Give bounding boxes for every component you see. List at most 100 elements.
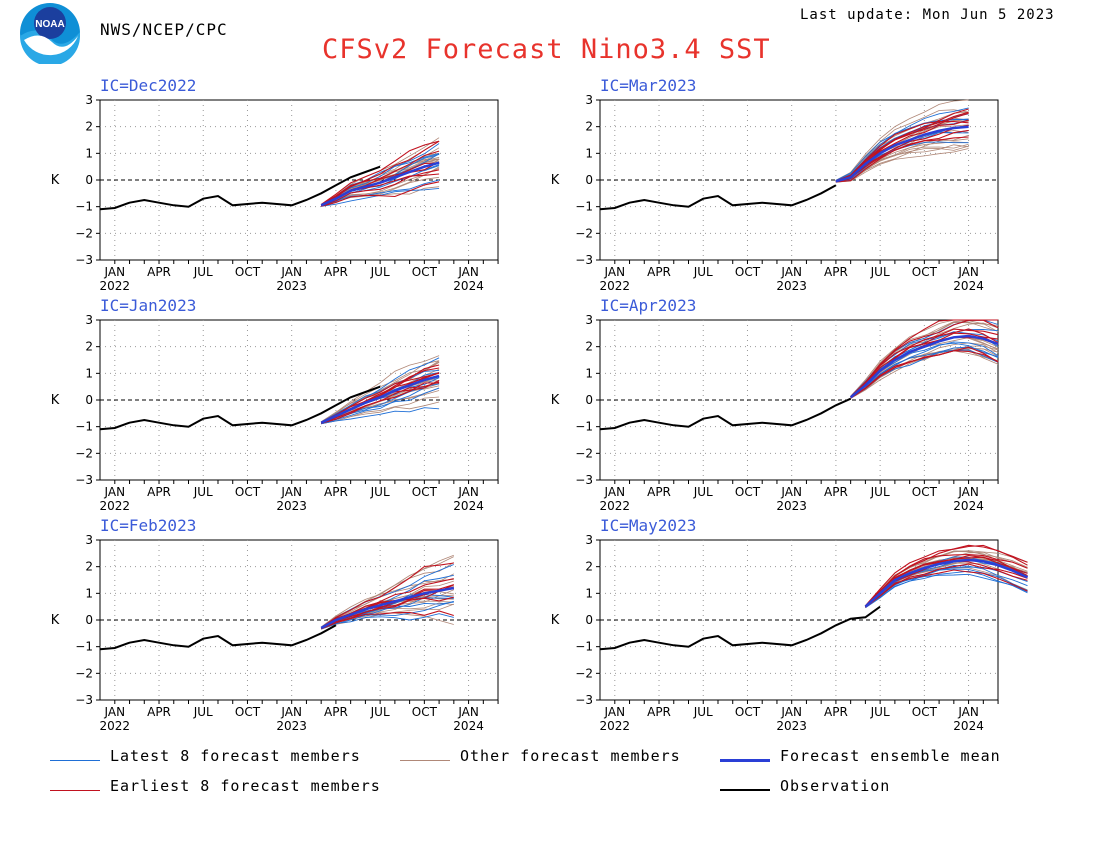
ensemble-mean-line	[320, 586, 455, 630]
y-tick-label: 2	[85, 120, 93, 134]
month-label: APR	[647, 705, 671, 719]
panel-ic-label: IC=Jan2023	[100, 296, 196, 315]
latest-member-line	[865, 570, 1028, 608]
month-label: JAN	[104, 265, 126, 279]
year-label: 2022	[600, 719, 631, 733]
latest-member-line	[865, 568, 1028, 608]
month-label: JAN	[457, 705, 479, 719]
month-label: APR	[147, 705, 171, 719]
legend-label-other: Other forecast members	[460, 747, 681, 765]
year-label: 2024	[453, 279, 484, 293]
month-label: OCT	[912, 485, 938, 499]
month-label: OCT	[412, 485, 438, 499]
year-label: 2023	[276, 279, 307, 293]
year-label: 2023	[776, 719, 807, 733]
year-label: 2023	[776, 279, 807, 293]
year-label: 2024	[953, 279, 984, 293]
latest-member-line	[850, 349, 999, 398]
month-label: JAN	[604, 265, 626, 279]
year-label: 2024	[953, 499, 984, 513]
month-label: JAN	[104, 705, 126, 719]
y-axis-label: K	[51, 173, 60, 188]
y-axis-label: K	[551, 393, 560, 408]
month-label: JAN	[280, 265, 302, 279]
y-tick-label: −1	[575, 200, 593, 214]
month-label: OCT	[412, 265, 438, 279]
ensemble-mean-line	[849, 334, 999, 399]
y-tick-label: 3	[85, 313, 93, 327]
month-label: JUL	[193, 485, 213, 499]
earliest-member-line	[320, 367, 440, 423]
year-label: 2022	[100, 499, 131, 513]
month-label: JUL	[693, 485, 713, 499]
ensemble-mean-line	[320, 374, 440, 424]
month-label: JUL	[193, 705, 213, 719]
panel-ic-label: IC=Feb2023	[100, 516, 196, 535]
earliest-member-line	[321, 181, 440, 207]
month-label: JAN	[604, 485, 626, 499]
latest-member-line	[321, 379, 440, 425]
y-tick-label: 1	[85, 586, 93, 600]
earliest-member-line	[865, 553, 1028, 607]
month-label: JUL	[870, 485, 890, 499]
observation-line	[599, 397, 852, 431]
y-tick-label: −3	[575, 473, 593, 487]
latest-member-line	[321, 179, 440, 207]
observation-line	[599, 605, 881, 651]
y-tick-label: 1	[585, 366, 593, 380]
month-label: OCT	[235, 705, 261, 719]
y-tick-label: 2	[85, 340, 93, 354]
year-label: 2023	[776, 499, 807, 513]
last-update-label: Last update: Mon Jun 5 2023	[800, 7, 1055, 23]
month-label: OCT	[912, 705, 938, 719]
month-label: APR	[824, 705, 848, 719]
earliest-member-line	[850, 328, 999, 398]
month-label: JAN	[280, 705, 302, 719]
earliest-member-line	[320, 150, 440, 206]
month-label: JAN	[280, 485, 302, 499]
ensemble-mean-line	[835, 125, 969, 183]
month-label: JAN	[957, 485, 979, 499]
year-label: 2024	[953, 719, 984, 733]
earliest-member-line	[864, 544, 1028, 607]
y-tick-label: −3	[575, 693, 593, 707]
legend-swatch-earliest	[50, 790, 100, 791]
month-label: JUL	[693, 265, 713, 279]
month-label: OCT	[412, 705, 438, 719]
latest-member-line	[321, 600, 454, 630]
legend-swatch-latest	[50, 760, 100, 761]
month-label: APR	[324, 705, 348, 719]
y-tick-label: 1	[85, 146, 93, 160]
month-label: JUL	[870, 265, 890, 279]
month-label: JAN	[104, 485, 126, 499]
month-label: JAN	[780, 265, 802, 279]
observation-line	[99, 385, 381, 431]
earliest-member-line	[320, 610, 454, 630]
panel-ic-label: IC=Apr2023	[600, 296, 696, 315]
month-label: JUL	[370, 485, 390, 499]
observation-line	[599, 184, 837, 211]
y-tick-label: −3	[75, 473, 93, 487]
month-label: APR	[324, 265, 348, 279]
earliest-member-line	[865, 563, 1028, 608]
year-label: 2022	[600, 279, 631, 293]
y-tick-label: 2	[585, 560, 593, 574]
earliest-member-line	[850, 350, 999, 399]
noaa-logo: NOAA	[20, 3, 80, 64]
earliest-member-line	[320, 596, 454, 629]
y-tick-label: 3	[85, 533, 93, 547]
y-tick-label: 0	[585, 173, 593, 187]
other-member-line	[835, 99, 969, 181]
other-member-line	[835, 148, 969, 183]
y-tick-label: 3	[585, 533, 593, 547]
y-tick-label: 2	[585, 340, 593, 354]
panel-ic-label: IC=May2023	[600, 516, 696, 535]
legend-label-observation: Observation	[780, 777, 891, 795]
legend-swatch-observation	[720, 789, 770, 791]
legend-swatch-other	[400, 760, 450, 761]
month-label: APR	[647, 485, 671, 499]
year-label: 2022	[600, 499, 631, 513]
month-label: OCT	[912, 265, 938, 279]
y-axis-label: K	[551, 613, 560, 628]
